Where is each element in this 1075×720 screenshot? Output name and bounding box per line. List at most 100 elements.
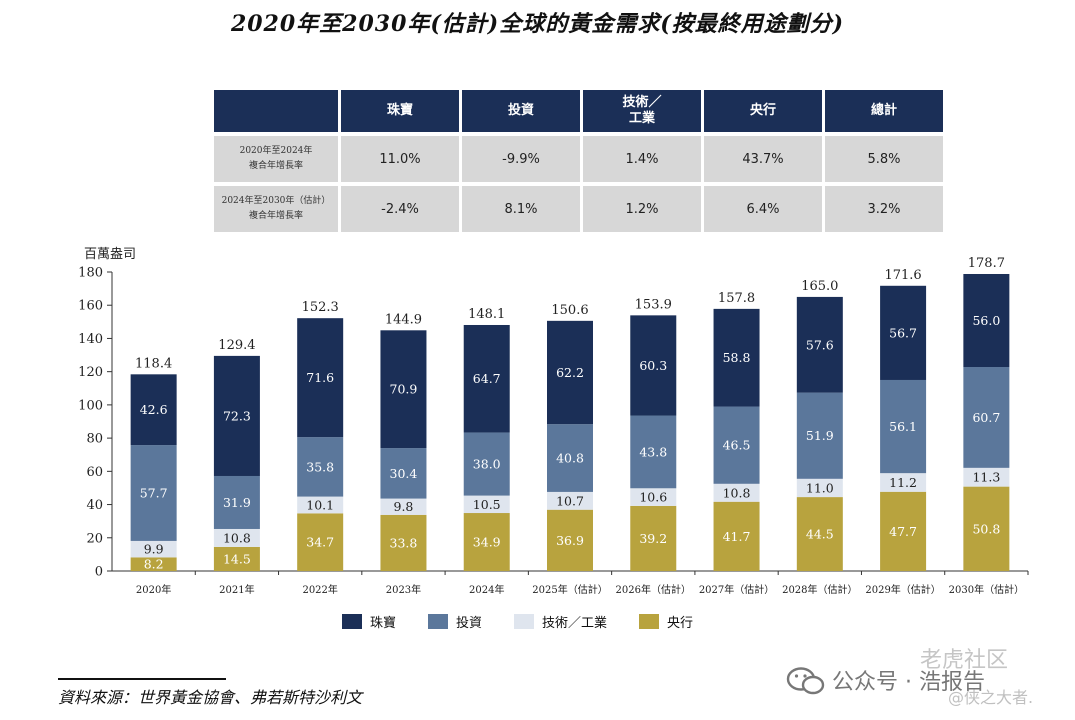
data-label: 14.5 <box>223 551 251 566</box>
data-label: 60.3 <box>639 358 667 373</box>
legend-label-jewelry: 珠寶 <box>370 615 397 631</box>
bar-segment <box>463 432 510 496</box>
cagr-row-label-period: 2020年至2024年 <box>239 146 313 156</box>
watermark-account: 公众号 · 浩报告 <box>832 670 985 695</box>
cagr-row-2024-2030: 2024年至2030年（估計） 複合年增長率 -2.4% 8.1% 1.2% 6… <box>214 186 943 232</box>
legend-item-central-bank: 央行 <box>639 612 693 631</box>
cagr-row-label: 2020年至2024年 複合年增長率 <box>214 136 338 182</box>
total-label: 129.4 <box>218 338 255 353</box>
bar-segment <box>713 483 760 502</box>
watermark-community: 老虎社区 <box>920 648 1009 673</box>
cagr-table: 珠寶 投資 技術／ 工業 央行 總計 2020年至2024年 複合年增長率 11… <box>211 86 946 236</box>
x-tick-label: 2027年（估計） <box>699 583 774 596</box>
cagr-row-label-period: 2024年至2030年（估計） <box>221 196 331 206</box>
cagr-header-total: 總計 <box>825 90 943 132</box>
data-label: 58.8 <box>723 350 751 365</box>
bar-segment <box>963 486 1010 571</box>
x-tick-label: 2024年 <box>469 583 504 596</box>
bar-segment <box>463 513 510 571</box>
total-label: 165.0 <box>801 279 838 294</box>
data-label: 34.7 <box>306 535 334 550</box>
x-tick-label: 2025年（估計） <box>532 583 607 596</box>
data-label: 10.1 <box>306 497 334 512</box>
data-label: 51.9 <box>806 428 834 443</box>
cagr-cell: 11.0% <box>341 136 459 182</box>
bar-segment <box>547 424 593 492</box>
bar-segment <box>630 488 677 506</box>
bar-segment <box>963 273 1010 368</box>
x-tick-label: 2030年（估計） <box>949 583 1024 596</box>
bar-segment <box>796 497 843 571</box>
legend-item-investment: 投資 <box>428 612 482 631</box>
bar-segment <box>713 308 760 407</box>
legend-item-jewelry: 珠寶 <box>342 612 396 631</box>
bar-segment <box>380 330 427 449</box>
bar-segment <box>630 315 677 416</box>
cagr-cell: 1.4% <box>583 136 701 182</box>
cagr-row-label: 2024年至2030年（估計） 複合年增長率 <box>214 186 338 232</box>
bar-segment <box>713 406 760 484</box>
y-tick-label: 180 <box>78 266 103 281</box>
y-tick-label: 40 <box>86 498 103 513</box>
legend-swatch-central-bank <box>639 613 660 629</box>
data-label: 42.6 <box>140 402 168 417</box>
bar-segment <box>630 505 677 571</box>
data-label: 43.8 <box>639 444 667 459</box>
cagr-row-label-metric: 複合年增長率 <box>248 161 303 171</box>
data-label: 34.9 <box>473 535 501 550</box>
y-tick-label: 0 <box>95 565 103 580</box>
bar-segment <box>130 557 177 571</box>
data-label: 57.6 <box>806 337 834 352</box>
data-label: 46.5 <box>723 438 751 453</box>
cagr-header-corner <box>214 90 338 132</box>
cagr-header-tech: 技術／ 工業 <box>583 90 701 132</box>
data-label: 39.2 <box>639 531 667 546</box>
bar-segment <box>880 473 927 492</box>
data-label: 10.8 <box>223 530 251 545</box>
total-label: 144.9 <box>385 312 422 327</box>
bar-segment <box>547 320 593 425</box>
bar-segment <box>130 374 177 446</box>
data-label: 11.2 <box>889 475 917 490</box>
cagr-cell: 5.8% <box>825 136 943 182</box>
bar-segment <box>880 379 927 474</box>
watermark: 老虎社区 公众号 · 浩报告 @侠之大者. <box>780 640 1070 716</box>
bar-segment <box>380 498 427 515</box>
data-label: 72.3 <box>223 408 251 423</box>
data-label: 9.9 <box>144 542 164 557</box>
cagr-header-jewelry: 珠寶 <box>341 90 459 132</box>
bar-segment <box>213 355 260 476</box>
bar-segment <box>297 318 344 438</box>
data-label: 56.7 <box>889 325 917 340</box>
bar-segment <box>380 514 427 571</box>
cagr-cell: -9.9% <box>462 136 580 182</box>
total-label: 148.1 <box>468 307 505 322</box>
cagr-row-label-metric: 複合年增長率 <box>248 211 303 221</box>
cagr-row-2020-2024: 2020年至2024年 複合年增長率 11.0% -9.9% 1.4% 43.7… <box>214 136 943 182</box>
cagr-cell: 8.1% <box>462 186 580 232</box>
bar-segment <box>297 437 344 497</box>
bar-segment <box>713 501 760 571</box>
y-tick-label: 100 <box>78 398 103 413</box>
data-label: 56.0 <box>972 313 1000 328</box>
bar-segment <box>963 367 1010 468</box>
x-tick-label: 2028年（估計） <box>782 583 857 596</box>
y-tick-label: 160 <box>78 299 103 314</box>
total-label: 118.4 <box>135 356 172 371</box>
bar-segment <box>880 491 927 571</box>
legend-label-investment: 投資 <box>456 615 483 631</box>
bar-segment <box>463 324 510 433</box>
cagr-header-row: 珠寶 投資 技術／ 工業 央行 總計 <box>214 90 943 132</box>
bar-segment <box>796 478 843 498</box>
bar-segment <box>547 509 593 571</box>
chart-legend: 珠寶 投資 技術／工業 央行 <box>342 611 725 631</box>
bar-segment <box>880 285 927 380</box>
data-label: 11.3 <box>972 470 1000 485</box>
data-label: 31.9 <box>223 495 251 510</box>
bar-segment <box>130 540 177 558</box>
legend-label-central-bank: 央行 <box>667 615 694 631</box>
total-label: 150.6 <box>551 303 588 318</box>
data-label: 10.8 <box>723 485 751 500</box>
bar-segment <box>297 496 344 514</box>
bar-segment <box>547 491 593 510</box>
